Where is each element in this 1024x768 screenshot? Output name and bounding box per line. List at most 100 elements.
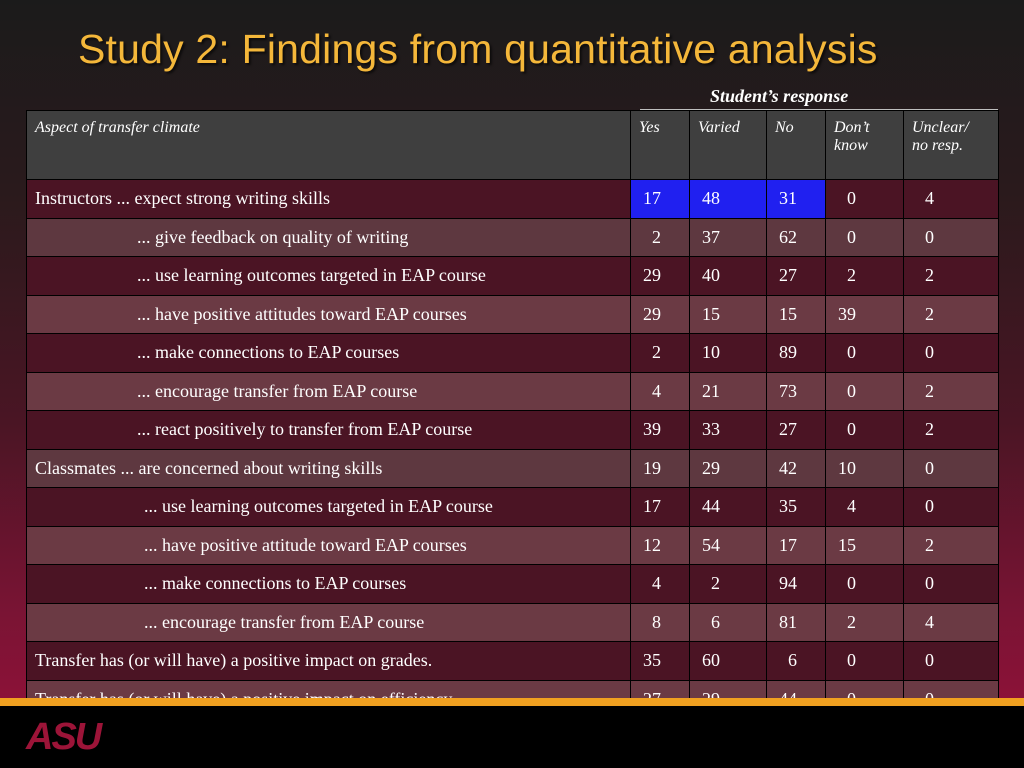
- dont-know-cell: 0: [825, 333, 904, 373]
- aspect-cell: Instructors ... expect strong writing sk…: [26, 179, 631, 219]
- dont-know-cell-value: 0: [847, 226, 856, 247]
- no-cell-value: 17: [779, 534, 797, 555]
- yes-cell: 2: [630, 333, 690, 373]
- varied-cell-value: 29: [702, 457, 720, 478]
- slide-title: Study 2: Findings from quantitative anal…: [78, 26, 878, 72]
- varied-cell: 10: [689, 333, 767, 373]
- unclear-cell: 0: [903, 217, 999, 257]
- varied-cell-value: 21: [702, 380, 720, 401]
- no-cell-value: 62: [779, 226, 797, 247]
- aspect-cell: ... make connections to EAP courses: [26, 564, 631, 604]
- no-cell: 94: [766, 564, 826, 604]
- unclear-cell-value: 2: [925, 265, 934, 286]
- varied-cell-value: 37: [702, 226, 720, 247]
- no-cell: 42: [766, 448, 826, 488]
- aspect-cell: ... use learning outcomes targeted in EA…: [26, 256, 631, 296]
- varied-cell-value: 44: [702, 496, 720, 517]
- unclear-cell: 4: [903, 602, 999, 642]
- yes-cell-value: 29: [643, 265, 661, 286]
- varied-cell: 60: [689, 641, 767, 681]
- varied-cell-value: 6: [711, 611, 720, 632]
- dont-know-cell-value: 4: [847, 496, 856, 517]
- unclear-cell: 4: [903, 179, 999, 219]
- header-unclear-line1: Unclear/: [912, 119, 969, 136]
- no-cell: 89: [766, 333, 826, 373]
- unclear-cell: 2: [903, 294, 999, 334]
- header-dont-know-line1: Don’t: [834, 119, 870, 136]
- varied-cell: 29: [689, 448, 767, 488]
- yes-cell-value: 4: [652, 380, 661, 401]
- dont-know-cell-value: 0: [847, 650, 856, 671]
- header-dont-know: Don’t know: [825, 110, 904, 180]
- dont-know-cell: 15: [825, 525, 904, 565]
- table-header-row: Aspect of transfer climate Yes Varied No…: [26, 110, 999, 180]
- unclear-cell-value: 2: [925, 419, 934, 440]
- no-cell-value: 27: [779, 265, 797, 286]
- varied-cell-value: 33: [702, 419, 720, 440]
- yes-cell: 8: [630, 602, 690, 642]
- aspect-cell: ... give feedback on quality of writing: [26, 217, 631, 257]
- no-cell: 27: [766, 410, 826, 450]
- no-cell-value: 73: [779, 380, 797, 401]
- unclear-cell-value: 0: [925, 496, 934, 517]
- dont-know-cell-value: 0: [847, 573, 856, 594]
- dont-know-cell: 39: [825, 294, 904, 334]
- no-cell-value: 81: [779, 611, 797, 632]
- no-cell: 17: [766, 525, 826, 565]
- aspect-cell: ... have positive attitudes toward EAP c…: [26, 294, 631, 334]
- yes-cell: 35: [630, 641, 690, 681]
- header-varied: Varied: [689, 110, 767, 180]
- no-cell-value: 6: [788, 650, 797, 671]
- yes-cell-value: 29: [643, 303, 661, 324]
- unclear-cell-value: 0: [925, 342, 934, 363]
- table-row: Transfer has (or will have) a positive i…: [26, 641, 999, 681]
- response-header: Student’s response: [710, 86, 849, 106]
- yes-cell-value: 35: [643, 650, 661, 671]
- aspect-cell: Transfer has (or will have) a positive i…: [26, 641, 631, 681]
- no-cell-value: 94: [779, 573, 797, 594]
- varied-cell-value: 15: [702, 303, 720, 324]
- dont-know-cell-value: 15: [838, 534, 856, 555]
- no-cell: 81: [766, 602, 826, 642]
- aspect-cell: ... encourage transfer from EAP course: [26, 602, 631, 642]
- dont-know-cell-value: 0: [847, 342, 856, 363]
- yes-cell-value: 17: [643, 496, 661, 517]
- unclear-cell: 2: [903, 256, 999, 296]
- unclear-cell-value: 2: [925, 303, 934, 324]
- yes-cell: 29: [630, 294, 690, 334]
- dont-know-cell-value: 0: [847, 380, 856, 401]
- dont-know-cell: 4: [825, 487, 904, 527]
- table-row: ... make connections to EAP courses 2 10 89…: [26, 333, 999, 373]
- aspect-cell: Classmates ... are concerned about writi…: [26, 448, 631, 488]
- table-row: ... react positively to transfer from EA…: [26, 410, 999, 450]
- yes-cell-value: 17: [643, 188, 661, 209]
- yes-cell: 29: [630, 256, 690, 296]
- header-no: No: [766, 110, 826, 180]
- yes-cell-value: 12: [643, 534, 661, 555]
- table-row: ... give feedback on quality of writing 2…: [26, 217, 999, 257]
- dont-know-cell: 0: [825, 641, 904, 681]
- varied-cell: 33: [689, 410, 767, 450]
- aspect-cell: ... make connections to EAP courses: [26, 333, 631, 373]
- dont-know-cell-value: 2: [847, 265, 856, 286]
- dont-know-cell: 10: [825, 448, 904, 488]
- varied-cell: 15: [689, 294, 767, 334]
- varied-cell-value: 48: [702, 188, 720, 209]
- yes-cell: 12: [630, 525, 690, 565]
- varied-cell-value: 10: [702, 342, 720, 363]
- unclear-cell: 0: [903, 448, 999, 488]
- yes-cell: 4: [630, 564, 690, 604]
- unclear-cell: 0: [903, 487, 999, 527]
- yes-cell: 4: [630, 371, 690, 411]
- yes-cell: 2: [630, 217, 690, 257]
- no-cell: 31: [766, 179, 826, 219]
- table-row: ... use learning outcomes targeted in EA…: [26, 256, 999, 296]
- yes-cell-value: 8: [652, 611, 661, 632]
- dont-know-cell-value: 0: [847, 419, 856, 440]
- yes-cell-value: 19: [643, 457, 661, 478]
- table-row: ... have positive attitudes toward EAP c…: [26, 294, 999, 334]
- no-cell-value: 42: [779, 457, 797, 478]
- yes-cell: 19: [630, 448, 690, 488]
- varied-cell: 44: [689, 487, 767, 527]
- no-cell: 73: [766, 371, 826, 411]
